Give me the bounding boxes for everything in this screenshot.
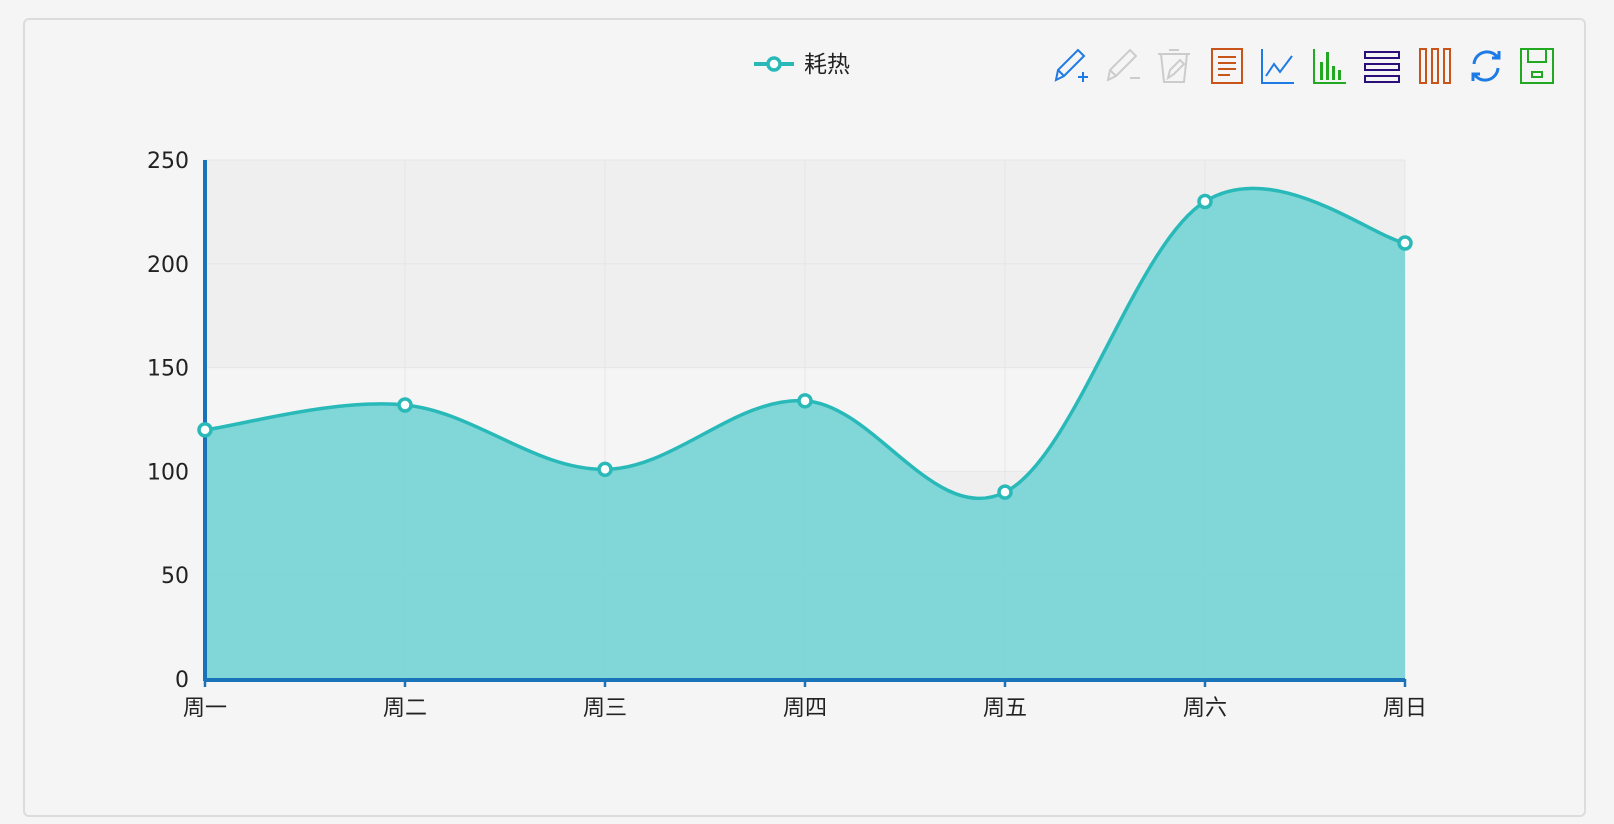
series-area	[205, 188, 1405, 679]
x-tick-label: 周五	[983, 696, 1027, 721]
line-chart-icon[interactable]	[1261, 49, 1294, 84]
data-point[interactable]	[597, 461, 613, 478]
y-tick-label: 250	[147, 149, 189, 174]
legend[interactable]: 耗热	[754, 52, 850, 78]
data-point[interactable]	[997, 484, 1013, 500]
bar-chart-icon[interactable]	[1313, 49, 1346, 84]
x-tick-label: 周四	[783, 696, 827, 721]
legend-label[interactable]: 耗热	[804, 52, 850, 78]
data-point[interactable]	[1197, 193, 1213, 210]
clear-marks-icon[interactable]	[1158, 49, 1190, 83]
tiled-icon[interactable]	[1419, 48, 1451, 84]
y-tick-label: 200	[147, 253, 189, 278]
restore-icon[interactable]	[1471, 50, 1501, 82]
data-point[interactable]	[1397, 235, 1413, 251]
x-axis-labels: 周一 周二 周三 周四 周五 周六 周日	[183, 696, 1427, 721]
y-tick-label: 0	[175, 668, 189, 693]
x-tick-label: 周日	[1383, 696, 1427, 721]
data-point[interactable]	[797, 393, 813, 409]
y-tick-label: 100	[147, 460, 189, 485]
axes	[203, 160, 1407, 687]
legend-dot-icon	[766, 56, 782, 72]
data-point[interactable]	[197, 422, 213, 438]
y-tick-label: 150	[147, 357, 189, 382]
x-tick-label: 周六	[1183, 696, 1227, 721]
toolbar	[1054, 48, 1554, 84]
data-view-icon[interactable]	[1211, 48, 1243, 84]
mark-pen-plus-icon[interactable]	[1054, 48, 1088, 82]
data-point[interactable]	[397, 397, 413, 413]
y-axis-labels: 0 50 100 150 200 250	[147, 149, 189, 693]
x-tick-label: 周二	[383, 696, 427, 721]
save-image-icon[interactable]	[1520, 48, 1554, 84]
mark-pen-minus-icon[interactable]	[1106, 48, 1140, 82]
x-tick-label: 周一	[183, 696, 227, 721]
stack-icon[interactable]	[1364, 51, 1400, 83]
series-points	[197, 193, 1413, 500]
y-tick-label: 50	[161, 564, 189, 589]
x-tick-label: 周三	[583, 696, 627, 721]
